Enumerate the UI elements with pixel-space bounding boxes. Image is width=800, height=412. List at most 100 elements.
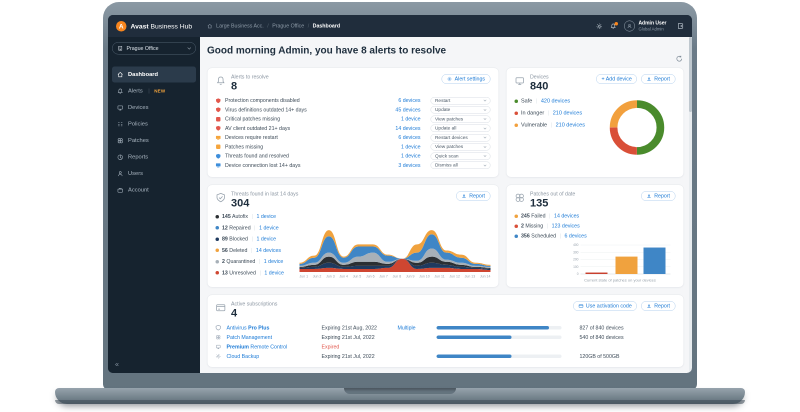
reports-icon: [117, 154, 123, 160]
alert-settings-button[interactable]: Alert settings: [441, 74, 491, 84]
alert-action-dropdown[interactable]: Restart: [430, 96, 491, 105]
alert-action-dropdown[interactable]: Restart devices: [430, 133, 491, 142]
x-axis-label: Jun 13: [464, 275, 476, 279]
legend-value-link[interactable]: 1 device: [259, 224, 279, 231]
sidebar-item-account[interactable]: Account: [112, 182, 196, 198]
refresh-icon[interactable]: [676, 55, 684, 63]
alert-action-dropdown[interactable]: Dismiss all: [430, 161, 491, 170]
multiple-link[interactable]: Multiple: [397, 324, 416, 331]
add-device-button[interactable]: + Add device: [596, 74, 638, 84]
legend-item: 356 Scheduled 6 devices: [514, 231, 676, 241]
report-button[interactable]: Report: [641, 74, 676, 84]
sidebar-item-patches[interactable]: Patches: [112, 133, 196, 149]
device-alert-icon: [215, 135, 222, 141]
report-button[interactable]: Report: [456, 191, 491, 201]
action-label: Update: [435, 107, 451, 113]
subscription-name-link[interactable]: Premium Remote Control: [227, 344, 322, 350]
sidebar: Prague Office Dashboard Alerts | NEW Dev…: [108, 37, 200, 373]
logout-icon[interactable]: [677, 23, 684, 30]
legend-value-link[interactable]: 420 devices: [540, 98, 571, 105]
legend-value-link[interactable]: 1 device: [256, 236, 277, 243]
alert-action-dropdown[interactable]: Quick scan: [430, 152, 491, 160]
legend-value-link[interactable]: 1 device: [263, 258, 284, 265]
legend-value-link[interactable]: 123 devices: [551, 223, 580, 230]
breadcrumb-item[interactable]: Prague Office: [272, 23, 305, 29]
user-menu[interactable]: Admin User Global Admin: [623, 20, 667, 32]
report-button[interactable]: Report: [641, 301, 676, 311]
legend-value-link[interactable]: 14 devices: [554, 213, 580, 220]
patches-bar-chart: 0 100 200 300 400 Current state of patches o…: [568, 241, 673, 283]
alert-devices-link[interactable]: 6 devices: [398, 97, 421, 104]
x-axis-label: Jun 9: [405, 275, 415, 279]
org-selector[interactable]: Prague Office: [112, 42, 196, 55]
button-label: Report: [654, 76, 670, 82]
legend-count: 356: [521, 233, 530, 240]
patch-icon: [515, 193, 526, 204]
chevron-down-icon: [483, 117, 487, 121]
sidebar-item-users[interactable]: Users: [112, 166, 196, 182]
subscription-name-link[interactable]: Cloud Backup: [227, 353, 322, 359]
legend-value-link[interactable]: 6 devices: [564, 233, 587, 240]
alert-action-dropdown[interactable]: Update all: [430, 124, 491, 133]
monitor-icon: [216, 344, 227, 350]
alert-devices-link[interactable]: 6 devices: [398, 134, 421, 141]
subscriptions-card: Active subscriptions 4 Use activation co…: [207, 294, 684, 368]
top-bar: A Avast Business Hub Large Business Acc.…: [108, 15, 692, 37]
threats-card: Threats found in last 14 days 304 Report: [207, 184, 499, 288]
building-icon: [118, 46, 123, 51]
notifications-bell-icon[interactable]: [610, 21, 618, 30]
alert-action-dropdown[interactable]: Update: [430, 106, 491, 114]
alert-action-dropdown[interactable]: View patches: [430, 115, 491, 123]
scrollbar[interactable]: [689, 37, 692, 373]
sidebar-item-reports[interactable]: Reports: [112, 149, 196, 165]
alert-label: Device connection lost 14+ days: [225, 162, 301, 169]
subscription-expiry: Expiring 21st Jul, 2022: [321, 353, 375, 360]
legend-value-link[interactable]: 210 devices: [555, 122, 585, 129]
alert-row: Threats found and resolved 1 device Quic…: [216, 152, 491, 161]
chevron-down-icon: [483, 145, 487, 148]
action-label: Update all: [435, 125, 457, 132]
legend-value-link[interactable]: 1 device: [256, 213, 277, 220]
alert-devices-link[interactable]: 1 device: [400, 143, 421, 150]
sidebar-item-policies[interactable]: Policies: [112, 116, 196, 132]
page-title: Good morning Admin, you have 8 alerts to…: [207, 45, 447, 56]
x-axis-label: Jun 12: [449, 275, 460, 279]
threats-area-chart: Jun 1 Jun 2 Jun 3 Jun 4 Jun 5 Jun 6 Jun 7 Jun 8…: [299, 221, 491, 279]
divider: [254, 225, 256, 231]
sidebar-item-devices[interactable]: Devices: [112, 100, 196, 116]
alert-action-dropdown[interactable]: View patches: [430, 143, 491, 151]
legend-value-link[interactable]: 14 devices: [255, 247, 282, 254]
alert-devices-link[interactable]: 3 devices: [398, 162, 421, 169]
gear-icon[interactable]: [596, 23, 603, 30]
alert-devices-link[interactable]: 14 devices: [395, 125, 421, 132]
legend-value-link[interactable]: 210 devices: [552, 110, 583, 117]
sidebar-item-dashboard[interactable]: Dashboard: [112, 66, 196, 83]
subscription-row: Antivirus Pro Plus Expiring 21st Aug, 20…: [215, 323, 676, 333]
new-badge: NEW: [154, 88, 166, 94]
patch-icon: [216, 335, 227, 341]
legend-item: 56 Deleted 14 devices: [215, 245, 300, 256]
download-icon: [647, 77, 651, 81]
alert-devices-link[interactable]: 1 device: [400, 153, 421, 160]
scrollbar-thumb[interactable]: [689, 37, 692, 112]
alert-devices-link[interactable]: 45 devices: [395, 106, 421, 113]
name-part: Antivirus: [226, 324, 249, 331]
report-button[interactable]: Report: [641, 191, 676, 201]
legend-dot: [514, 123, 518, 127]
legend-label: Scheduled: [531, 233, 557, 240]
breadcrumb-item[interactable]: Large Business Acc.: [216, 23, 264, 29]
legend-count: 2: [521, 223, 524, 230]
subscription-name-link[interactable]: Antivirus Pro Plus: [227, 325, 322, 331]
legend-item: Vulnerable 210 devices: [514, 119, 585, 131]
sidebar-item-alerts[interactable]: Alerts | NEW: [112, 83, 196, 99]
use-activation-code-button[interactable]: Use activation code: [572, 301, 638, 311]
legend-value-link[interactable]: 1 device: [264, 269, 284, 276]
x-axis-label: Jun 7: [379, 275, 388, 279]
sidebar-collapse-button[interactable]: «: [115, 360, 119, 368]
gear-icon: [215, 354, 227, 360]
alert-devices-link[interactable]: 1 device: [400, 116, 421, 123]
subscription-name-link[interactable]: Patch Management: [227, 334, 322, 340]
breadcrumb-current: Dashboard: [312, 23, 341, 29]
subscription-expiry: Expired: [321, 343, 340, 350]
shield-alert-icon: [216, 153, 222, 159]
